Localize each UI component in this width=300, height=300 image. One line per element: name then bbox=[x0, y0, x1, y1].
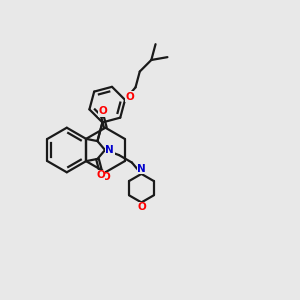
Text: O: O bbox=[101, 172, 110, 182]
Text: N: N bbox=[105, 145, 114, 155]
Text: N: N bbox=[137, 164, 146, 174]
Text: O: O bbox=[98, 106, 107, 116]
Text: O: O bbox=[137, 202, 146, 212]
Text: O: O bbox=[96, 170, 105, 180]
Text: O: O bbox=[125, 92, 134, 102]
